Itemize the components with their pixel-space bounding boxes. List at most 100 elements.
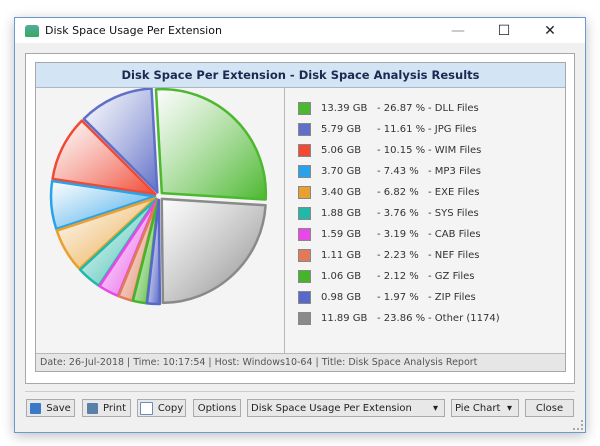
resize-grip[interactable] (573, 420, 583, 430)
close-window-button[interactable]: ✕ (544, 22, 556, 39)
pie-area (36, 87, 285, 353)
copy-button[interactable]: Copy (137, 399, 186, 417)
label-value: CAB Files (434, 229, 481, 240)
maximize-button[interactable]: ☐ (497, 22, 511, 39)
label-value: WIM Files (434, 145, 482, 156)
legend-label: - GZ Files (428, 271, 475, 282)
save-icon (30, 402, 42, 414)
legend-percent: - 1.97 % (377, 292, 419, 303)
legend-swatch (298, 249, 311, 262)
save-button[interactable]: Save (26, 399, 75, 417)
legend-label: - MP3 Files (428, 166, 481, 177)
legend-label: - JPG Files (428, 124, 477, 135)
legend-size: 1.59 GB (321, 229, 362, 240)
legend-percent: - 11.61 % (377, 124, 426, 135)
percent-value: 11.61 % (383, 124, 426, 135)
legend-size: 11.89 GB (321, 313, 368, 324)
legend-label: - SYS Files (428, 208, 479, 219)
chart-box: Disk Space Per Extension - Disk Space An… (35, 62, 566, 372)
label-value: JPG Files (434, 124, 477, 135)
legend-swatch (298, 312, 311, 325)
percent-value: 3.76 % (383, 208, 419, 219)
pie-chart (49, 87, 268, 306)
legend-label: - DLL Files (428, 103, 479, 114)
legend-percent: - 2.12 % (377, 271, 419, 282)
legend-percent: - 3.76 % (377, 208, 419, 219)
save-label: Save (46, 402, 71, 414)
legend-label: - Other (1174) (428, 313, 500, 324)
label-value: EXE Files (434, 187, 480, 198)
legend-size: 1.06 GB (321, 271, 362, 282)
chart-type-value: Pie Chart (455, 402, 501, 414)
chart-legend: 13.39 GB - 26.87 % - DLL Files 5.79 GB - 11.… (298, 98, 500, 329)
report-select[interactable]: Disk Space Usage Per Extension ▾ (247, 399, 445, 417)
legend-swatch (298, 186, 311, 199)
legend-size: 3.40 GB (321, 187, 362, 198)
legend-percent: - 6.82 % (377, 187, 419, 198)
legend-percent: - 10.15 % (377, 145, 426, 156)
legend-size: 3.70 GB (321, 166, 362, 177)
legend-label: - NEF Files (428, 250, 480, 261)
legend-swatch (298, 102, 311, 115)
copy-icon (139, 401, 153, 415)
chart-type-select[interactable]: Pie Chart ▾ (451, 399, 519, 417)
legend-label: - EXE Files (428, 187, 480, 198)
legend-swatch (298, 228, 311, 241)
legend-item: 13.39 GB - 26.87 % - DLL Files (298, 98, 500, 119)
options-button[interactable]: Options (193, 399, 241, 417)
percent-value: 3.19 % (383, 229, 419, 240)
percent-value: 7.43 % (383, 166, 419, 177)
app-icon (25, 24, 39, 37)
window-title: Disk Space Usage Per Extension (45, 24, 222, 37)
percent-value: 2.23 % (383, 250, 419, 261)
divider (25, 391, 575, 392)
close-button[interactable]: Close (525, 399, 574, 417)
legend-item: 1.11 GB - 2.23 % - NEF Files (298, 245, 500, 266)
percent-value: 2.12 % (383, 271, 419, 282)
pie-slice-dll (154, 87, 268, 201)
percent-value: 26.87 % (383, 103, 426, 114)
legend-label: - WIM Files (428, 145, 482, 156)
legend-item: 3.70 GB - 7.43 % - MP3 Files (298, 161, 500, 182)
legend-item: 1.88 GB - 3.76 % - SYS Files (298, 203, 500, 224)
legend-item: 1.59 GB - 3.19 % - CAB Files (298, 224, 500, 245)
report-footer: Date: 26-Jul-2018 | Time: 10:17:54 | Hos… (36, 353, 565, 371)
label-value: Other (1174) (434, 313, 500, 324)
legend-percent: - 26.87 % (377, 103, 426, 114)
label-value: MP3 Files (434, 166, 481, 177)
minimize-button[interactable]: — (451, 22, 465, 39)
label-value: ZIP Files (434, 292, 476, 303)
legend-swatch (298, 165, 311, 178)
legend-swatch (298, 291, 311, 304)
label-value: SYS Files (434, 208, 479, 219)
legend-size: 1.11 GB (321, 250, 362, 261)
percent-value: 23.86 % (383, 313, 426, 324)
legend-percent: - 3.19 % (377, 229, 419, 240)
app-window: Disk Space Usage Per Extension — ☐ ✕ Dis… (14, 17, 586, 433)
pie-slice-jpg (82, 87, 159, 194)
chevron-down-icon: ▾ (506, 402, 512, 414)
pie-slice-wim (51, 119, 157, 196)
legend-size: 13.39 GB (321, 103, 368, 114)
print-button[interactable]: Print (82, 399, 131, 417)
legend-percent: - 7.43 % (377, 166, 419, 177)
legend-item: 5.79 GB - 11.61 % - JPG Files (298, 119, 500, 140)
label-value: GZ Files (434, 271, 475, 282)
legend-item: 5.06 GB - 10.15 % - WIM Files (298, 140, 500, 161)
legend-swatch (298, 207, 311, 220)
legend-swatch (298, 144, 311, 157)
pie-slice-mp3 (49, 179, 157, 231)
report-select-value: Disk Space Usage Per Extension (251, 402, 412, 414)
legend-size: 5.06 GB (321, 145, 362, 156)
close-label: Close (535, 402, 564, 414)
label-value: NEF Files (434, 250, 480, 261)
chart-title: Disk Space Per Extension - Disk Space An… (36, 63, 565, 88)
legend-percent: - 2.23 % (377, 250, 419, 261)
legend-size: 5.79 GB (321, 124, 362, 135)
report-panel: Disk Space Per Extension - Disk Space An… (25, 53, 575, 384)
percent-value: 10.15 % (383, 145, 426, 156)
title-bar: Disk Space Usage Per Extension — ☐ ✕ (15, 18, 585, 43)
legend-swatch (298, 123, 311, 136)
legend-item: 11.89 GB - 23.86 % - Other (1174) (298, 308, 500, 329)
print-icon (86, 402, 98, 414)
